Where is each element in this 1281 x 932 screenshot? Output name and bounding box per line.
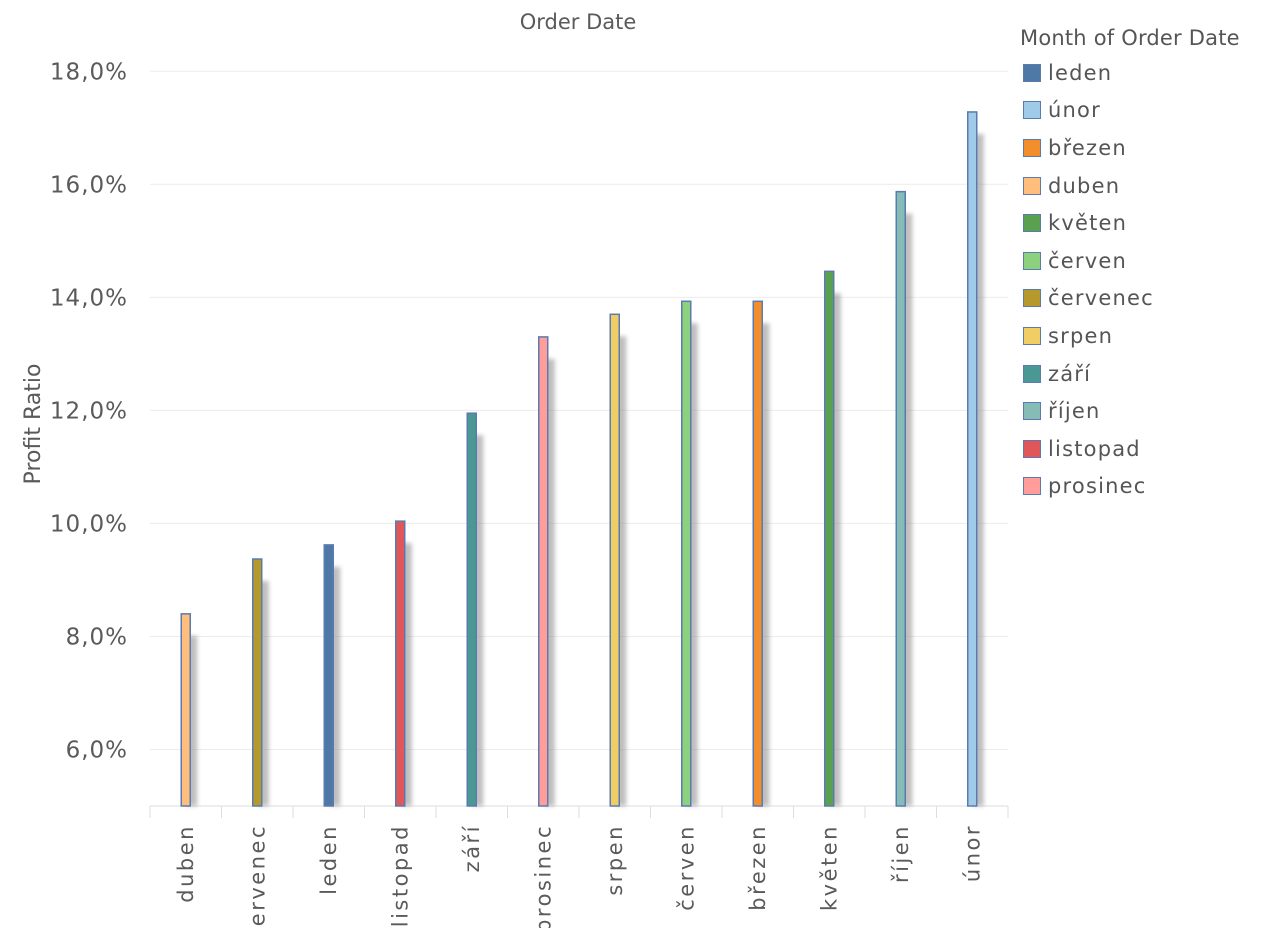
- x-tick-label: květen: [817, 824, 841, 911]
- bar-červenec[interactable]: [252, 558, 263, 807]
- legend-item[interactable]: červenec: [1020, 280, 1278, 318]
- legend-label: prosinec: [1048, 474, 1147, 499]
- bar-srpen[interactable]: [609, 313, 620, 807]
- legend-label: říjen: [1048, 399, 1101, 424]
- legend-swatch: [1023, 402, 1041, 421]
- legend-label: duben: [1048, 173, 1121, 198]
- y-axis-label: Profit Ratio: [21, 364, 46, 485]
- y-tick-label: 12,0%: [50, 398, 128, 424]
- bar-shadow: [329, 566, 341, 806]
- legend-item[interactable]: září: [1020, 355, 1278, 393]
- x-tick-label: červen: [674, 824, 698, 911]
- y-tick-label: 10,0%: [50, 511, 128, 537]
- bar-únor[interactable]: [967, 111, 978, 807]
- legend-swatch: [1023, 214, 1041, 233]
- legend-label: červenec: [1048, 286, 1154, 311]
- legend-swatch: [1023, 138, 1041, 157]
- legend-label: srpen: [1048, 323, 1114, 348]
- bars: [180, 111, 984, 807]
- x-tick-label: leden: [317, 824, 341, 895]
- legend-swatch: [1023, 289, 1041, 308]
- x-tick-label: prosinec: [531, 824, 555, 928]
- bar-shadow: [901, 213, 913, 807]
- x-tick-label: červenec: [245, 824, 269, 928]
- legend-item[interactable]: červen: [1020, 242, 1278, 280]
- x-tick-label: únor: [960, 824, 984, 882]
- bar-shadow: [400, 543, 412, 806]
- bar-shadow: [186, 635, 198, 806]
- bar-říjen[interactable]: [895, 190, 906, 807]
- legend-label: únor: [1048, 98, 1101, 123]
- bar-listopad[interactable]: [395, 520, 406, 807]
- legend-item[interactable]: březen: [1020, 129, 1278, 167]
- bar-shadow: [972, 133, 984, 807]
- bar-prosinec[interactable]: [538, 336, 549, 807]
- y-tick-label: 16,0%: [50, 172, 128, 198]
- y-axis-ticks: 6,0% 8,0% 10,0% 12,0% 14,0% 16,0% 18,0%: [50, 59, 128, 763]
- legend-label: březen: [1048, 135, 1127, 160]
- y-tick-label: 18,0%: [50, 59, 128, 85]
- legend-item[interactable]: únor: [1020, 92, 1278, 130]
- legend: Month of Order Date leden únor březen duben…: [1020, 26, 1278, 505]
- bar-červen[interactable]: [681, 300, 692, 807]
- legend-swatch: [1023, 439, 1041, 458]
- legend-item[interactable]: listopad: [1020, 430, 1278, 468]
- bar-shadow: [472, 435, 484, 806]
- legend-label: listopad: [1048, 436, 1141, 461]
- chart-title: Order Date: [520, 10, 637, 34]
- legend-swatch: [1023, 364, 1041, 383]
- y-tick-label: 6,0%: [66, 737, 128, 763]
- legend-item[interactable]: říjen: [1020, 392, 1278, 430]
- legend-swatch: [1023, 477, 1041, 496]
- bar-shadow: [615, 336, 627, 806]
- legend-swatch: [1023, 63, 1041, 82]
- bar-shadow: [543, 358, 555, 806]
- legend-swatch: [1023, 101, 1041, 120]
- x-tick-label: březen: [746, 824, 770, 911]
- legend-swatch: [1023, 326, 1041, 345]
- bar-květen[interactable]: [824, 270, 835, 807]
- legend-title: Month of Order Date: [1020, 26, 1240, 50]
- legend-swatch: [1023, 176, 1041, 195]
- bar-září[interactable]: [466, 412, 477, 807]
- gridlines: [150, 70, 1008, 807]
- bar-duben[interactable]: [180, 613, 191, 807]
- legend-item[interactable]: prosinec: [1020, 468, 1278, 506]
- x-tick-label: duben: [174, 824, 198, 903]
- x-axis-ticks: duben červenec leden listopad září prosinec sr…: [149, 806, 1009, 932]
- y-tick-label: 8,0%: [66, 624, 128, 650]
- legend-item[interactable]: duben: [1020, 167, 1278, 205]
- legend-label: květen: [1048, 211, 1128, 236]
- x-tick-label: listopad: [388, 824, 412, 927]
- bar-shadow: [758, 323, 770, 806]
- x-tick-label: srpen: [603, 824, 627, 896]
- bar-shadow: [257, 581, 269, 806]
- legend-item[interactable]: květen: [1020, 204, 1278, 242]
- x-tick-label: září: [460, 824, 484, 872]
- bar-leden[interactable]: [323, 544, 334, 807]
- legend-swatch: [1023, 251, 1041, 270]
- y-tick-label: 14,0%: [50, 285, 128, 311]
- bar-chart: Order Date Profit Ratio 6,0% 8,0% 10,0% 12,…: [21, 10, 1009, 932]
- bar-shadow: [829, 293, 841, 806]
- legend-item[interactable]: leden: [1020, 54, 1278, 92]
- legend-label: září: [1048, 361, 1092, 386]
- x-tick-label: říjen: [889, 824, 913, 883]
- legend-item[interactable]: srpen: [1020, 317, 1278, 355]
- legend-label: červen: [1048, 248, 1127, 273]
- bar-březen[interactable]: [752, 300, 763, 807]
- legend-label: leden: [1048, 60, 1113, 85]
- bar-shadow: [686, 323, 698, 806]
